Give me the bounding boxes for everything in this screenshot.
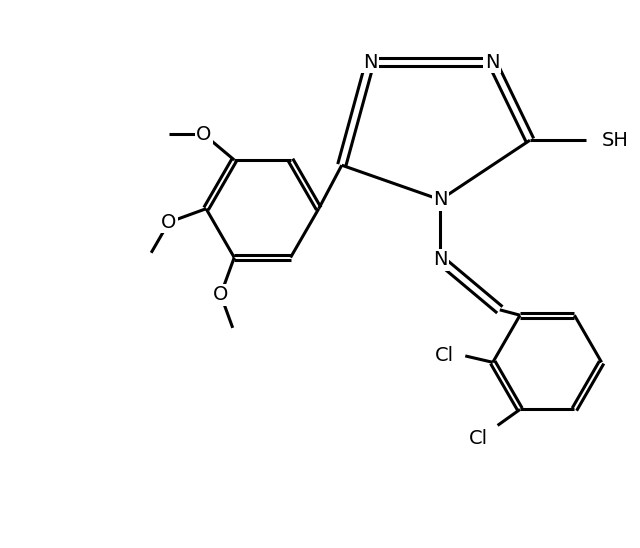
Text: SH: SH	[602, 131, 628, 150]
Text: O: O	[213, 286, 228, 304]
Text: O: O	[161, 213, 177, 232]
Text: Cl: Cl	[435, 346, 454, 366]
Text: O: O	[196, 125, 212, 144]
Text: N: N	[433, 250, 447, 270]
Text: N: N	[433, 190, 447, 209]
Text: N: N	[363, 53, 377, 72]
Text: Cl: Cl	[469, 429, 488, 448]
Text: N: N	[485, 53, 499, 72]
